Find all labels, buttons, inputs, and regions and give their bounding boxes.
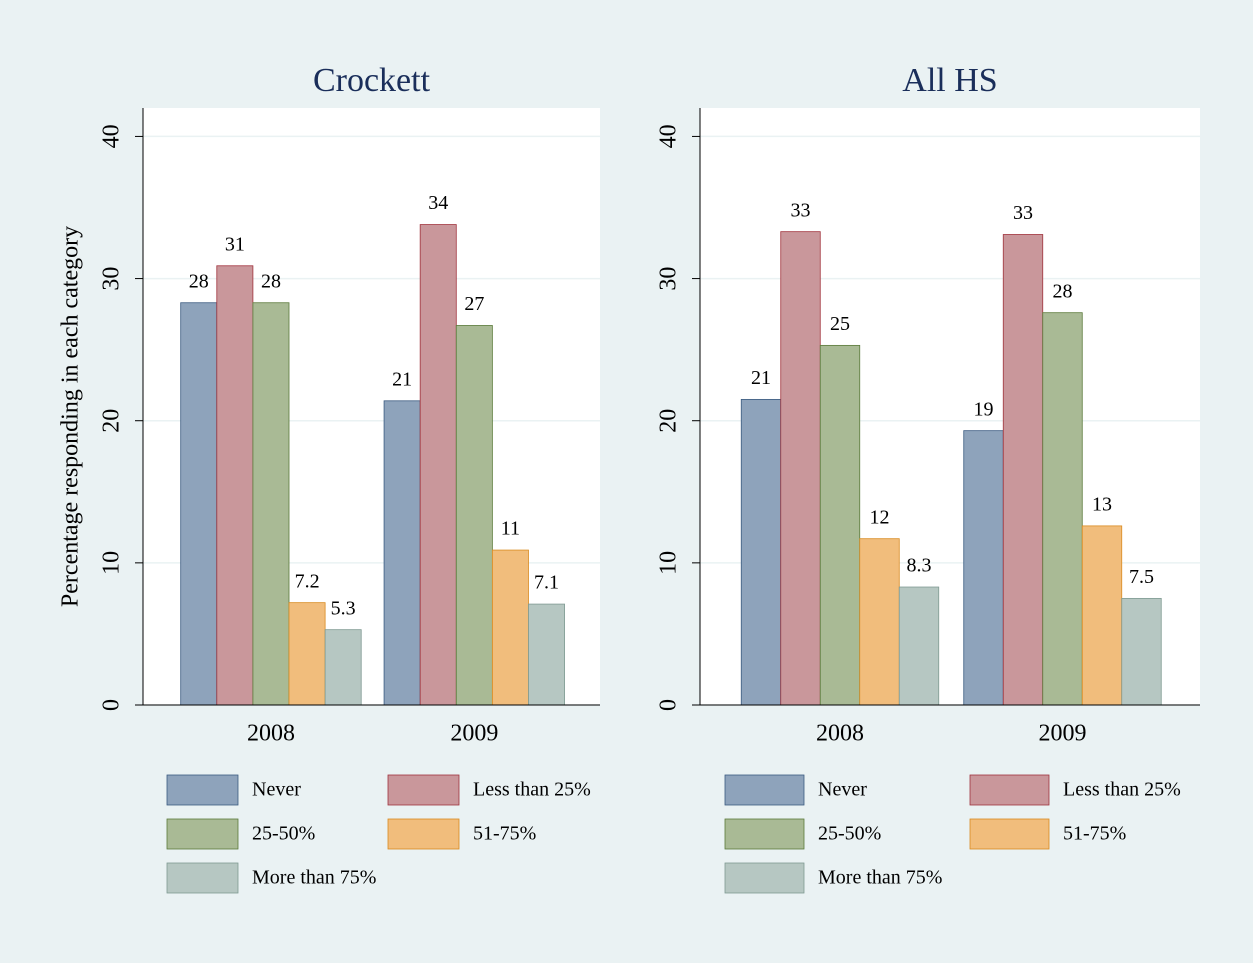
data-label: 28 <box>189 270 209 292</box>
bar <box>288 602 326 706</box>
legend-label: 51-75% <box>473 823 536 845</box>
y-tick-label: 10 <box>656 551 682 575</box>
data-label: 28 <box>1053 280 1073 302</box>
x-tick-label: 2009 <box>450 721 498 747</box>
data-label: 19 <box>974 398 994 420</box>
bar <box>1081 525 1123 706</box>
bar <box>419 224 457 706</box>
bar <box>780 231 821 706</box>
data-label: 31 <box>225 233 245 255</box>
legend-label: Never <box>252 779 301 801</box>
bar <box>383 400 421 706</box>
legend-label: 51-75% <box>1063 823 1126 845</box>
legend-swatch <box>969 774 1050 806</box>
bar <box>528 603 565 706</box>
legend-swatch <box>724 774 805 806</box>
legend-swatch <box>166 818 239 850</box>
bar <box>180 302 218 706</box>
bar <box>859 538 900 706</box>
bar <box>252 302 290 706</box>
data-label: 13 <box>1092 493 1112 515</box>
y-tick-label: 40 <box>99 124 125 148</box>
data-label: 21 <box>392 368 412 390</box>
x-tick-label: 2009 <box>1039 721 1087 747</box>
data-label: 7.1 <box>534 572 559 594</box>
legend-swatch <box>724 862 805 894</box>
data-label: 28 <box>261 270 281 292</box>
legend-label: More than 75% <box>818 867 942 889</box>
chart-title: Crockett <box>313 62 431 99</box>
bar <box>491 549 529 706</box>
data-label: 33 <box>1013 202 1033 224</box>
y-axis-label: Percentage responding in each category <box>58 226 84 607</box>
legend-label: Less than 25% <box>1063 779 1181 801</box>
legend-swatch <box>969 818 1050 850</box>
x-tick-label: 2008 <box>247 721 295 747</box>
data-label: 8.3 <box>907 555 932 577</box>
data-label: 27 <box>464 293 484 315</box>
data-label: 21 <box>751 367 771 389</box>
y-tick-label: 30 <box>99 267 125 291</box>
data-label: 5.3 <box>331 597 356 619</box>
bar <box>324 629 362 706</box>
legend-swatch <box>166 862 239 894</box>
legend-label: Less than 25% <box>473 779 591 801</box>
legend-swatch <box>387 774 460 806</box>
bar <box>740 398 782 706</box>
bar <box>216 265 254 706</box>
data-label: 34 <box>428 192 448 214</box>
bar <box>1002 234 1044 706</box>
chart-title: All HS <box>902 62 997 99</box>
data-label: 11 <box>501 518 520 540</box>
y-tick-label: 20 <box>656 409 682 433</box>
data-label: 25 <box>830 313 850 335</box>
y-tick-label: 30 <box>656 267 682 291</box>
legend-swatch <box>724 818 805 850</box>
bar <box>963 430 1004 706</box>
y-tick-label: 10 <box>99 551 125 575</box>
data-label: 7.2 <box>295 570 320 592</box>
bar <box>898 586 940 706</box>
data-label: 33 <box>791 199 811 221</box>
bar <box>455 325 493 706</box>
x-tick-label: 2008 <box>816 721 864 747</box>
legend-swatch <box>387 818 460 850</box>
legend-swatch <box>166 774 239 806</box>
bar <box>1042 312 1083 706</box>
bar <box>1121 597 1162 706</box>
y-tick-label: 0 <box>656 699 682 711</box>
y-tick-label: 20 <box>99 409 125 433</box>
legend-label: More than 75% <box>252 867 376 889</box>
y-tick-label: 40 <box>656 124 682 148</box>
data-label: 12 <box>870 506 890 528</box>
legend-label: Never <box>818 779 867 801</box>
legend-label: 25-50% <box>818 823 881 845</box>
legend-label: 25-50% <box>252 823 315 845</box>
bar <box>819 344 861 706</box>
y-tick-label: 0 <box>99 699 125 711</box>
data-label: 7.5 <box>1129 566 1154 588</box>
